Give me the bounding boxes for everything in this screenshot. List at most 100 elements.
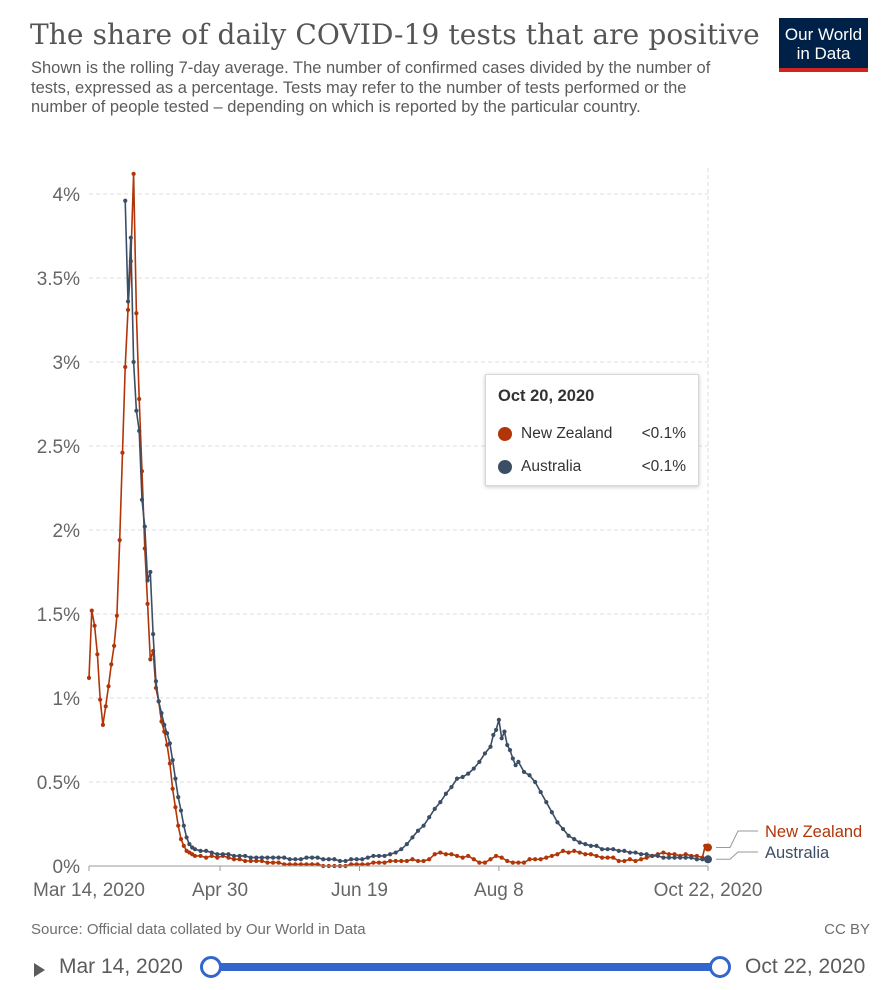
timeline-end-label: Oct 22, 2020 (745, 955, 866, 978)
new-zealand-point (510, 860, 515, 865)
new-zealand-color-dot (498, 426, 512, 441)
australia-point (209, 850, 214, 855)
new-zealand-point (572, 848, 577, 853)
australia-point (466, 771, 471, 776)
logo-line-2: in Data (796, 44, 851, 63)
y-tick-label: 3.5% (37, 269, 80, 290)
new-zealand-point (683, 852, 688, 857)
new-zealand-point (86, 675, 92, 680)
australia-point (128, 235, 133, 240)
new-zealand-point (176, 823, 181, 828)
new-zealand-point (282, 862, 287, 867)
australia-point (265, 855, 270, 860)
timeline-track[interactable] (211, 963, 720, 971)
australia-end-label: Australia (765, 844, 830, 862)
y-tick-label: 1% (53, 689, 81, 710)
new-zealand-point (181, 843, 186, 848)
australia-point (577, 840, 582, 845)
new-zealand-point (125, 307, 131, 313)
australia-point (309, 855, 315, 860)
new-zealand-point (583, 852, 588, 857)
y-tick-label: 2.5% (37, 437, 80, 458)
australia-point (332, 857, 337, 862)
australia-point (460, 774, 465, 780)
australia-point (650, 853, 655, 859)
line-chart: 0% 0.5% 1% 1.5% 2% 2.5% 3% 3.5% 4% Mar 14, 2020 Ap… (33, 168, 862, 901)
australia-point (477, 759, 482, 764)
australia-point (700, 857, 705, 862)
new-zealand-point (270, 860, 276, 865)
y-tick-label: 0% (53, 857, 81, 878)
new-zealand-point (376, 860, 382, 865)
timeline-start-handle[interactable] (200, 956, 222, 978)
new-zealand-point (616, 858, 621, 864)
new-zealand-point (410, 857, 415, 862)
new-zealand-point (106, 684, 111, 689)
new-zealand-point (605, 855, 610, 860)
new-zealand-point (204, 855, 209, 860)
tooltip-row-new-zealand: New Zealand <0.1% (498, 417, 686, 450)
new-zealand-point (298, 862, 304, 867)
new-zealand-point (460, 855, 465, 860)
chart-subtitle: Shown is the rolling 7-day average. The … (31, 59, 711, 117)
new-zealand-point (588, 852, 593, 857)
new-zealand-point (354, 862, 359, 867)
tooltip-series-value: <0.1% (641, 457, 686, 475)
australia-point (415, 828, 421, 833)
new-zealand-point (348, 862, 354, 867)
australia-point (176, 795, 181, 800)
new-zealand-end-label: New Zealand (765, 823, 862, 841)
australia-point (513, 763, 518, 768)
new-zealand-point (633, 858, 638, 864)
australia-point (438, 800, 443, 805)
play-icon[interactable] (34, 963, 45, 977)
new-zealand-point (89, 608, 94, 613)
y-tick-label: 3% (53, 353, 81, 374)
new-zealand-point (120, 450, 125, 455)
australia-point (633, 850, 638, 855)
new-zealand-point (493, 853, 499, 859)
australia-point (661, 855, 666, 860)
australia-point (293, 857, 298, 862)
australia-point (502, 729, 507, 734)
australia-point (173, 776, 178, 781)
australia-point (187, 842, 192, 847)
australia-point (259, 855, 264, 860)
australia-point (156, 699, 161, 704)
australia-point (432, 806, 437, 811)
australia-point (555, 820, 560, 825)
australia-point (689, 855, 694, 860)
australia-point (162, 722, 167, 727)
new-zealand-point (443, 852, 449, 857)
new-zealand-point (254, 858, 259, 864)
new-zealand-point (432, 852, 437, 857)
new-zealand-point (577, 850, 582, 855)
new-zealand-point (117, 537, 122, 543)
source-note[interactable]: Source: Official data collated by Our Wo… (31, 921, 366, 938)
new-zealand-point (521, 860, 527, 865)
timeline-end-handle[interactable] (709, 956, 731, 978)
license-link[interactable]: CC BY (824, 921, 870, 938)
y-tick-label: 1.5% (37, 605, 80, 626)
australia-point (304, 855, 309, 860)
owid-logo[interactable]: Our World in Data (779, 18, 868, 72)
australia-point (482, 751, 488, 756)
new-zealand-point (109, 662, 114, 667)
australia-point (588, 843, 593, 848)
australia-point (198, 848, 203, 853)
australia-color-dot (498, 459, 512, 474)
x-tick-label: Aug 8 (474, 880, 524, 901)
new-zealand-point (145, 601, 150, 607)
australia-point (533, 779, 538, 785)
australia-label-connector (716, 851, 758, 860)
new-zealand-point (566, 850, 571, 855)
new-zealand-point (549, 853, 554, 859)
new-zealand-point (488, 857, 493, 862)
new-zealand-point (544, 855, 549, 860)
australia-point (248, 855, 253, 860)
australia-point (348, 857, 354, 862)
australia-point (159, 711, 164, 716)
australia-point (427, 815, 432, 820)
y-tick-label: 2% (53, 521, 81, 542)
australia-point (678, 855, 683, 860)
